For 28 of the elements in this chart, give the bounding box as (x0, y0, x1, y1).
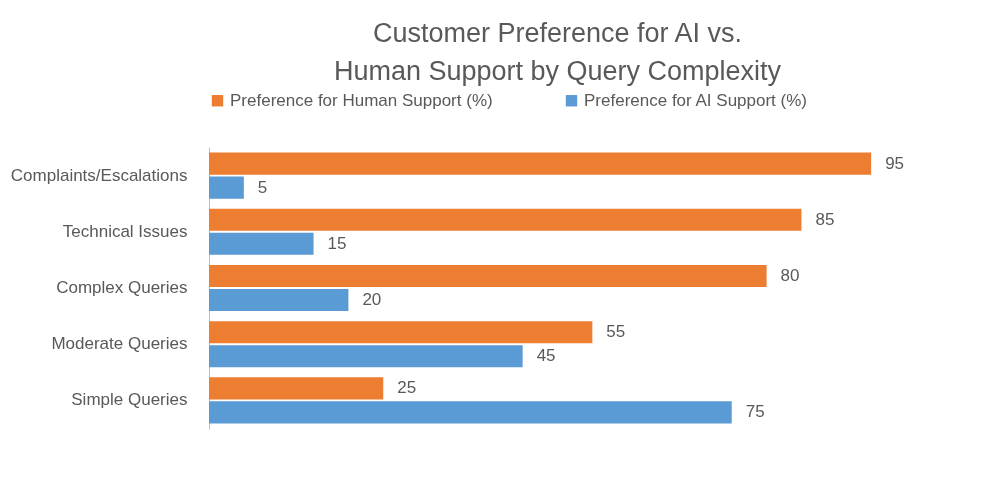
data-label: 55 (606, 322, 626, 342)
data-label: 25 (397, 378, 417, 398)
y-tick-label: Complaints/Escalations (10, 165, 188, 185)
data-label: 5 (257, 177, 268, 197)
bar (209, 345, 523, 368)
data-label: 20 (362, 290, 382, 309)
bar (209, 176, 244, 199)
bar (209, 264, 767, 288)
bar (209, 288, 349, 312)
bar (209, 401, 732, 424)
data-label: 85 (815, 209, 835, 229)
legend-label: Preference for Human Support (%) (230, 90, 493, 110)
y-tick-label: Complex Queries (56, 278, 188, 297)
data-label: 75 (745, 402, 765, 422)
bar (209, 377, 384, 400)
y-tick-label: Moderate Queries (51, 334, 188, 354)
y-tick-label: Technical Issues (62, 221, 188, 241)
data-label: 95 (885, 153, 905, 173)
bar (209, 232, 314, 255)
legend-label: Preference for AI Support (%) (584, 90, 807, 110)
bar (209, 152, 872, 175)
data-label: 80 (780, 266, 800, 285)
y-tick-label: Simple Queries (71, 390, 188, 410)
data-label: 45 (536, 346, 556, 366)
chart-title: Customer Preference for AI vs. Human Support by Query Complexity (333, 18, 782, 86)
data-label: 15 (327, 233, 347, 253)
bar (209, 321, 593, 344)
bar (209, 208, 802, 231)
